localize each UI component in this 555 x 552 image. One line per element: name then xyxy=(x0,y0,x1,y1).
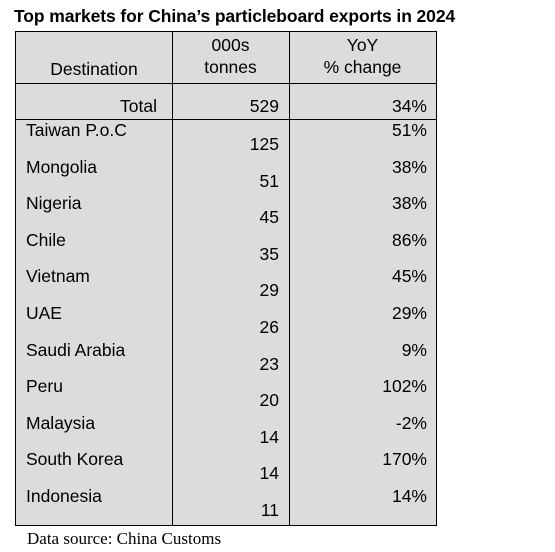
row-yoy: 29% xyxy=(391,303,427,323)
row-yoy: 38% xyxy=(391,156,427,177)
column-divider xyxy=(289,32,290,525)
row-destination: Taiwan P.o.C xyxy=(26,120,127,140)
header-yoy: YoY % change xyxy=(289,34,436,78)
table-row: Taiwan P.o.C 125 51% xyxy=(16,120,436,157)
table-row: Peru 20 102% xyxy=(16,376,436,413)
row-tonnes: 20 xyxy=(259,390,279,411)
total-yoy: 34% xyxy=(391,96,427,116)
table-row: Saudi Arabia 23 9% xyxy=(16,340,436,377)
row-destination: South Korea xyxy=(26,449,124,470)
row-tonnes: 14 xyxy=(259,426,279,447)
row-yoy: 51% xyxy=(391,120,427,140)
row-tonnes: 45 xyxy=(259,207,279,228)
header-tonnes: 000s tonnes xyxy=(172,34,289,78)
row-tonnes: 23 xyxy=(259,353,279,374)
table-row: Malaysia 14 -2% xyxy=(16,413,436,450)
row-tonnes: 14 xyxy=(259,463,279,484)
row-tonnes: 29 xyxy=(259,280,279,301)
table-row: Indonesia 11 14% xyxy=(16,486,436,523)
table-row: Mongolia 51 38% xyxy=(16,157,436,194)
row-destination: Malaysia xyxy=(26,412,96,433)
header-tonnes-line1: 000s xyxy=(211,35,250,55)
column-divider xyxy=(172,32,173,525)
row-destination: Nigeria xyxy=(26,193,82,214)
row-destination: Indonesia xyxy=(26,486,102,506)
total-tonnes: 529 xyxy=(249,96,279,116)
row-yoy: -2% xyxy=(395,412,427,433)
row-destination: UAE xyxy=(26,303,62,323)
table-row: Chile 35 86% xyxy=(16,230,436,267)
row-tonnes: 125 xyxy=(249,134,279,154)
row-yoy: 14% xyxy=(391,486,427,506)
row-yoy: 102% xyxy=(382,376,427,397)
row-destination: Vietnam xyxy=(26,266,90,287)
row-yoy: 38% xyxy=(391,193,427,214)
table-row: Vietnam 29 45% xyxy=(16,266,436,303)
total-label: Total xyxy=(120,96,157,116)
row-destination: Chile xyxy=(26,229,66,250)
row-yoy: 86% xyxy=(391,229,427,250)
row-destination: Mongolia xyxy=(26,156,98,177)
header-destination: Destination xyxy=(50,59,138,79)
exports-table: Destination 000s tonnes YoY % change Tot… xyxy=(15,31,437,526)
header-yoy-line1: YoY xyxy=(346,35,379,55)
table-row: Nigeria 45 38% xyxy=(16,193,436,230)
row-tonnes: 26 xyxy=(259,317,279,337)
header-tonnes-line2: tonnes xyxy=(204,57,257,77)
row-yoy: 45% xyxy=(391,266,427,287)
row-tonnes: 51 xyxy=(259,170,279,191)
row-yoy: 9% xyxy=(401,339,427,360)
header-divider xyxy=(16,83,436,84)
header-yoy-line2: % change xyxy=(323,57,402,77)
row-destination: Peru xyxy=(26,376,63,397)
row-tonnes: 35 xyxy=(259,243,279,264)
table-body: Taiwan P.o.C 125 51% Mongolia 51 38% Nigeria 45… xyxy=(16,32,436,525)
table-row: South Korea 14 170% xyxy=(16,449,436,486)
total-divider xyxy=(16,119,436,120)
table-row: UAE 26 29% xyxy=(16,303,436,340)
row-tonnes: 11 xyxy=(260,500,279,520)
row-yoy: 170% xyxy=(382,449,427,470)
row-destination: Saudi Arabia xyxy=(26,339,126,360)
data-source: Data source: China Customs xyxy=(27,529,222,548)
table-title: Top markets for China’s particleboard ex… xyxy=(14,6,456,26)
